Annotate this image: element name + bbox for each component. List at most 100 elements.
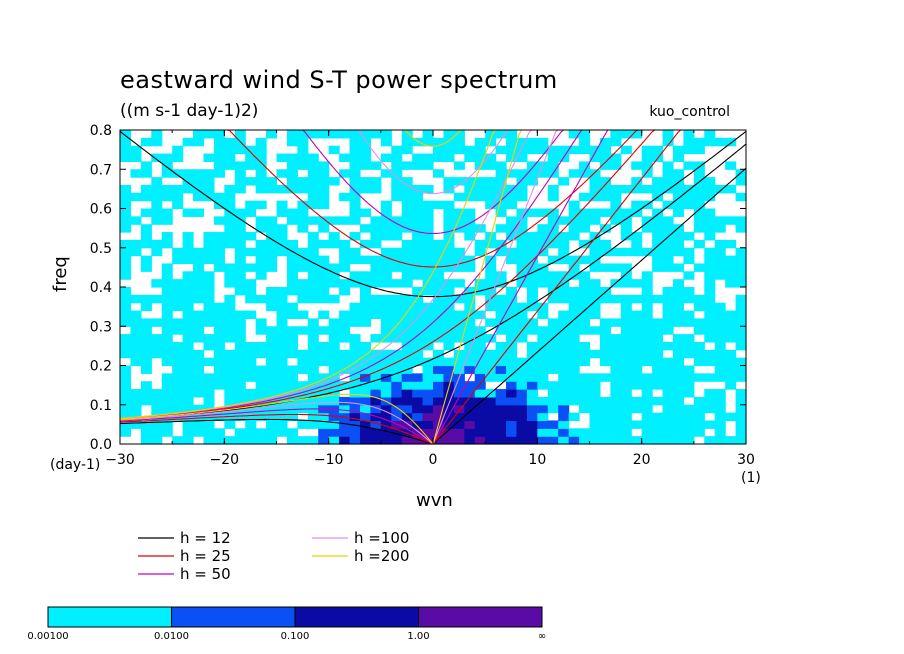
power-cell: [412, 302, 424, 312]
power-cell: [245, 357, 257, 367]
power-cell: [485, 287, 497, 296]
power-cell: [672, 200, 684, 210]
power-cell: [453, 318, 465, 327]
power-cell: [547, 255, 559, 265]
power-cell: [182, 357, 194, 367]
power-cell: [641, 318, 653, 327]
power-cell: [245, 428, 257, 437]
power-cell: [276, 294, 288, 304]
power-cell: [245, 412, 257, 422]
power-cell: [693, 302, 705, 312]
power-cell: [370, 177, 382, 186]
power-cell: [234, 263, 246, 272]
power-cell: [412, 420, 424, 429]
power-cell: [506, 294, 518, 304]
power-cell: [672, 318, 684, 327]
power-cell: [599, 326, 611, 335]
power-cell: [370, 255, 382, 265]
power-cell: [318, 389, 330, 398]
power-cell: [151, 200, 163, 210]
power-cell: [568, 373, 580, 382]
power-cell: [307, 349, 319, 359]
power-cell: [589, 420, 601, 429]
power-cell: [464, 357, 476, 367]
power-cell: [579, 341, 591, 351]
power-cell: [589, 153, 601, 162]
power-cell: [443, 365, 455, 374]
power-cell: [224, 436, 236, 445]
power-cell: [213, 232, 225, 241]
power-cell: [558, 404, 570, 414]
power-cell: [120, 137, 132, 147]
power-cell: [453, 279, 465, 288]
power-cell: [266, 302, 278, 312]
power-cell: [359, 279, 371, 288]
power-cell: [161, 169, 173, 178]
power-cell: [672, 247, 684, 257]
power-cell: [349, 247, 361, 257]
power-cell: [704, 263, 716, 272]
power-cell: [704, 420, 716, 429]
power-cell: [516, 208, 528, 217]
power-cell: [266, 130, 278, 139]
power-cell: [297, 357, 309, 367]
power-cell: [620, 349, 632, 359]
power-cell: [558, 334, 570, 343]
power-cell: [182, 334, 194, 343]
power-cell: [704, 349, 716, 359]
power-cell: [641, 153, 653, 162]
power-cell: [683, 420, 695, 429]
power-cell: [234, 255, 246, 265]
power-cell: [412, 396, 424, 406]
power-cell: [224, 373, 236, 382]
power-cell: [516, 404, 528, 414]
power-cell: [453, 381, 465, 390]
mrg-curve: [119, 143, 747, 421]
power-cell: [558, 287, 570, 296]
power-cell: [568, 130, 580, 139]
power-cell: [558, 145, 570, 155]
power-cell: [120, 310, 132, 319]
power-cell: [704, 279, 716, 288]
power-cell: [672, 428, 684, 437]
power-cell: [495, 349, 507, 359]
power-cell: [328, 412, 340, 422]
power-cell: [161, 381, 173, 390]
power-cell: [725, 381, 737, 390]
power-cell: [266, 396, 278, 406]
power-cell: [412, 326, 424, 335]
power-cell: [120, 153, 132, 162]
power-cell: [224, 184, 236, 194]
power-cell: [589, 145, 601, 155]
power-cell: [401, 130, 413, 139]
power-cell: [318, 373, 330, 382]
power-cell: [641, 404, 653, 414]
power-cell: [453, 349, 465, 359]
power-cell: [422, 216, 434, 225]
power-cell: [610, 318, 622, 327]
power-cell: [297, 310, 309, 319]
power-cell: [161, 341, 173, 351]
power-cell: [631, 373, 643, 382]
power-cell: [307, 341, 319, 351]
power-cell: [464, 216, 476, 225]
power-cell: [526, 436, 538, 445]
power-cell: [568, 436, 580, 445]
power-cell: [433, 373, 445, 382]
power-cell: [276, 334, 288, 343]
power-cell: [359, 177, 371, 186]
power-cell: [234, 232, 246, 241]
power-cell: [683, 255, 695, 265]
power-cell: [266, 428, 278, 437]
power-cell: [140, 326, 152, 335]
power-cell: [213, 365, 225, 374]
gravity-curve: [399, 129, 467, 147]
power-cell: [579, 145, 591, 155]
power-cell: [182, 389, 194, 398]
power-cell: [453, 334, 465, 343]
power-cell: [120, 404, 132, 414]
dispersion-curves: [119, 129, 747, 445]
kelvin-curve: [432, 129, 686, 445]
power-cell: [130, 357, 142, 367]
power-cell: [130, 396, 142, 406]
